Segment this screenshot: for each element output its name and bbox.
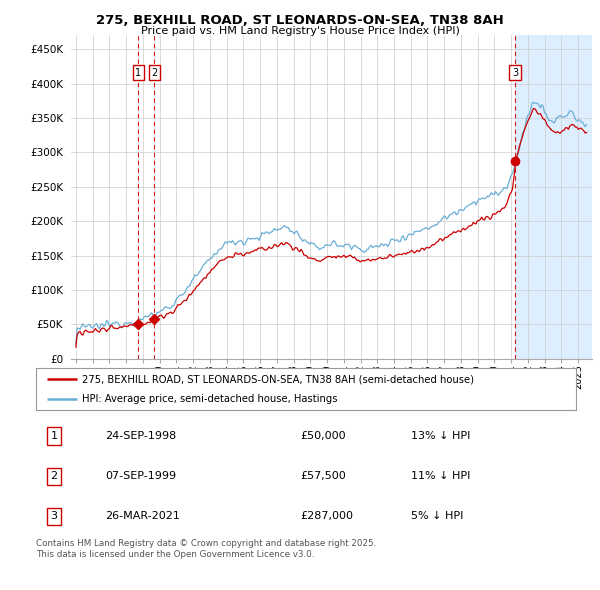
Text: 1: 1 [50, 431, 58, 441]
Text: 1: 1 [135, 68, 142, 77]
Bar [515, 35, 600, 359]
Text: £287,000: £287,000 [300, 512, 353, 521]
Text: HPI: Average price, semi-detached house, Hastings: HPI: Average price, semi-detached house,… [82, 394, 337, 404]
Text: 275, BEXHILL ROAD, ST LEONARDS-ON-SEA, TN38 8AH (semi-detached house): 275, BEXHILL ROAD, ST LEONARDS-ON-SEA, T… [82, 374, 474, 384]
Text: 275, BEXHILL ROAD, ST LEONARDS-ON-SEA, TN38 8AH: 275, BEXHILL ROAD, ST LEONARDS-ON-SEA, T… [96, 14, 504, 27]
Text: £57,500: £57,500 [300, 471, 346, 481]
Text: Contains HM Land Registry data © Crown copyright and database right 2025.
This d: Contains HM Land Registry data © Crown c… [36, 539, 376, 559]
Text: 24-SEP-1998: 24-SEP-1998 [105, 431, 176, 441]
Text: £50,000: £50,000 [300, 431, 346, 441]
Text: 2: 2 [50, 471, 58, 481]
Text: 2: 2 [151, 68, 157, 77]
Text: 26-MAR-2021: 26-MAR-2021 [105, 512, 180, 521]
Text: 5% ↓ HPI: 5% ↓ HPI [411, 512, 463, 521]
Text: 3: 3 [512, 68, 518, 77]
Text: 3: 3 [50, 512, 58, 521]
Text: 07-SEP-1999: 07-SEP-1999 [105, 471, 176, 481]
Text: Price paid vs. HM Land Registry's House Price Index (HPI): Price paid vs. HM Land Registry's House … [140, 26, 460, 36]
Text: 11% ↓ HPI: 11% ↓ HPI [411, 471, 470, 481]
Text: 13% ↓ HPI: 13% ↓ HPI [411, 431, 470, 441]
